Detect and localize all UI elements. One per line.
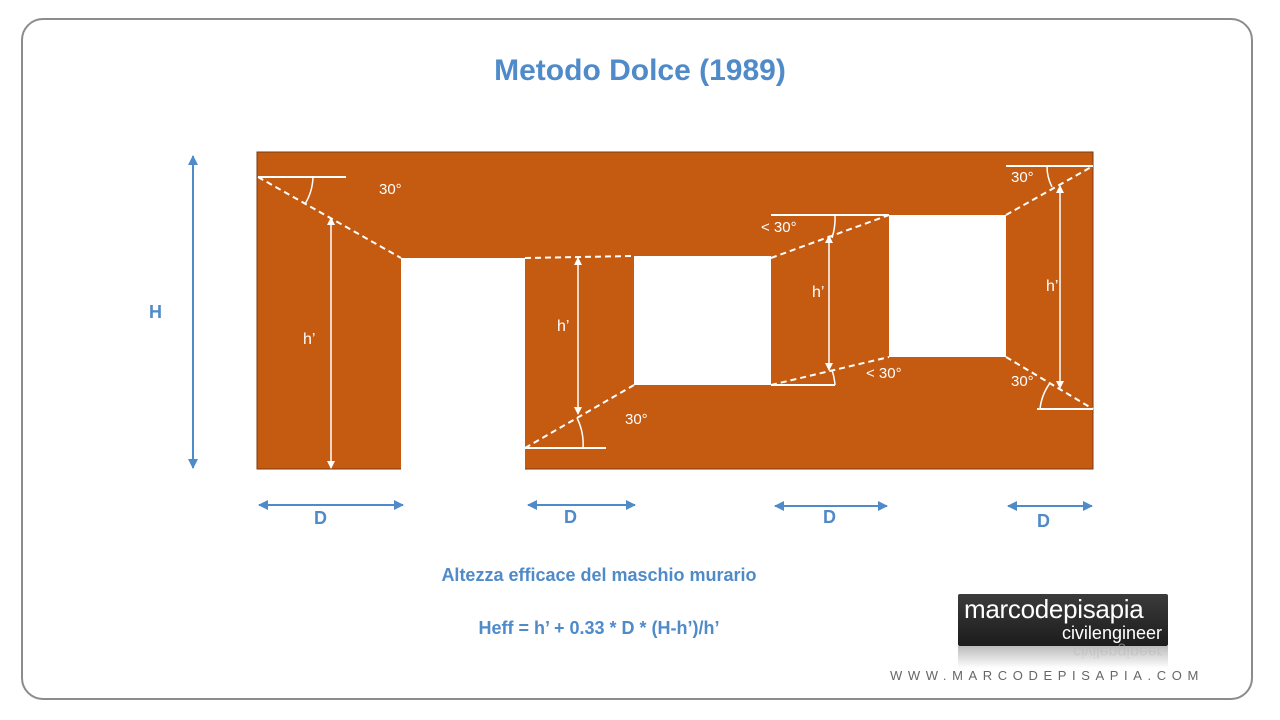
angle-label-30: 30°: [625, 411, 648, 428]
angle-label-30: 30°: [379, 181, 402, 198]
D-label: D: [314, 508, 327, 528]
opening-door: [401, 258, 525, 470]
h-prime-label: h’: [812, 284, 824, 301]
H-label: H: [149, 302, 162, 322]
opening-window-1: [634, 256, 771, 385]
formula: Heff = h’ + 0.33 * D * (H-h’)/h’: [478, 618, 720, 638]
logo-name-part1: marco: [964, 594, 1035, 624]
reference-lines: [258, 165, 1093, 449]
website-link[interactable]: WWW.MARCODEPISAPIA.COM: [890, 668, 1204, 683]
D-label: D: [1037, 511, 1050, 531]
D-label: D: [823, 507, 836, 527]
subtitle: Altezza efficace del maschio murario: [441, 565, 757, 585]
logo-tagline: civilengineer: [1061, 623, 1162, 643]
angle-label-lt30: < 30°: [761, 219, 797, 236]
slide-frame: [21, 18, 1253, 700]
D-dimension-arrows: [258, 500, 1093, 511]
logo: marcodepisapia civilengineer: [958, 594, 1168, 646]
angle-label-30: 30°: [1011, 373, 1034, 390]
logo-name-part2: depisapia: [1034, 594, 1144, 624]
logo-reflection-text: civilengineer: [1073, 643, 1162, 660]
D-label: D: [564, 507, 577, 527]
h-prime-label: h’: [557, 318, 569, 335]
logo-name: marcodepisapia: [964, 594, 1144, 625]
angle-label-lt30: < 30°: [866, 365, 902, 382]
h-prime-label: h’: [303, 331, 315, 348]
angle-label-30: 30°: [1011, 169, 1034, 186]
slide-title: Metodo Dolce (1989): [494, 54, 786, 87]
opening-window-2: [889, 215, 1006, 357]
logo-reflection: civilengineer: [958, 643, 1168, 668]
h-prime-label: h’: [1046, 278, 1058, 295]
h-prime-dimensions: [327, 185, 1064, 469]
